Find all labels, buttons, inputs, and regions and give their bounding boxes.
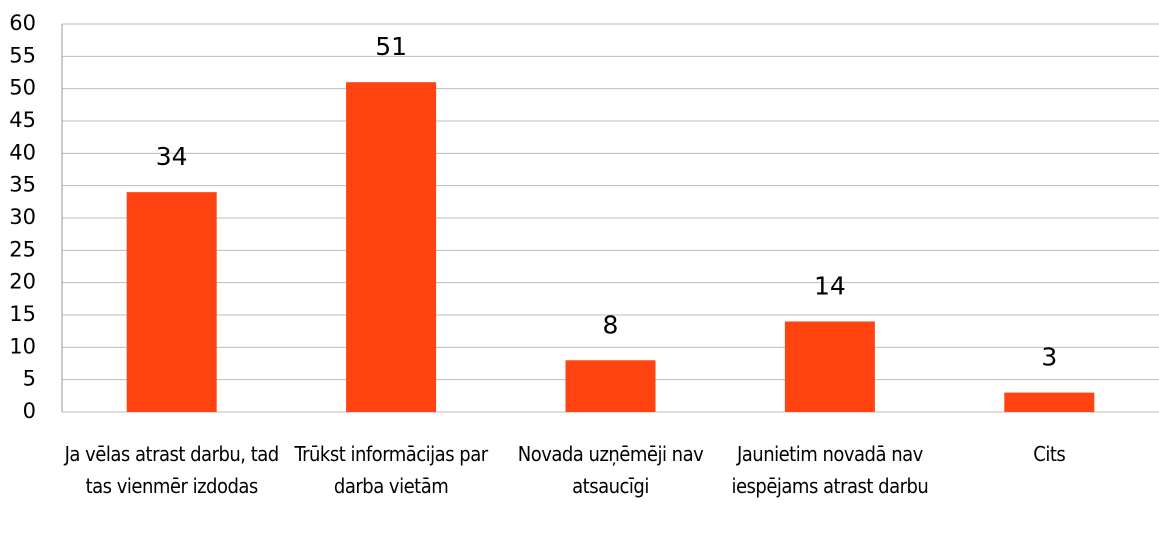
bar xyxy=(784,321,875,412)
data-label: 3 xyxy=(1041,343,1057,372)
bar xyxy=(126,192,217,412)
y-tick-label: 15 xyxy=(9,302,36,326)
y-tick-label: 5 xyxy=(23,367,36,391)
y-tick-label: 30 xyxy=(9,205,36,229)
y-tick-label: 60 xyxy=(9,11,36,35)
y-tick-label: 40 xyxy=(9,140,36,164)
y-tick-label: 50 xyxy=(9,76,36,100)
bar xyxy=(1004,392,1095,412)
y-tick-label: 25 xyxy=(9,237,36,261)
y-tick-label: 20 xyxy=(9,270,36,294)
y-tick-label: 45 xyxy=(9,108,36,132)
y-tick-label: 35 xyxy=(9,173,36,197)
data-label: 51 xyxy=(375,32,407,61)
bar xyxy=(565,360,656,412)
x-tick-label: Cits xyxy=(1033,442,1066,466)
data-label: 8 xyxy=(603,310,619,339)
data-label: 34 xyxy=(156,142,188,171)
data-label: 14 xyxy=(814,271,846,300)
y-tick-label: 0 xyxy=(23,399,36,423)
x-tick-label: Trūkst informācijas par darba vietām xyxy=(294,442,489,498)
bar xyxy=(346,82,437,412)
y-tick-label: 55 xyxy=(9,43,36,67)
y-tick-label: 10 xyxy=(9,334,36,358)
x-tick-label: Jaunietim novadā nav iespējams atrast da… xyxy=(731,442,929,498)
x-tick-label: Ja vēlas atrast darbu, tad tas vienmēr i… xyxy=(64,442,280,498)
x-tick-label: Novada uzņēmēji nav atsaucīgi xyxy=(517,442,704,498)
